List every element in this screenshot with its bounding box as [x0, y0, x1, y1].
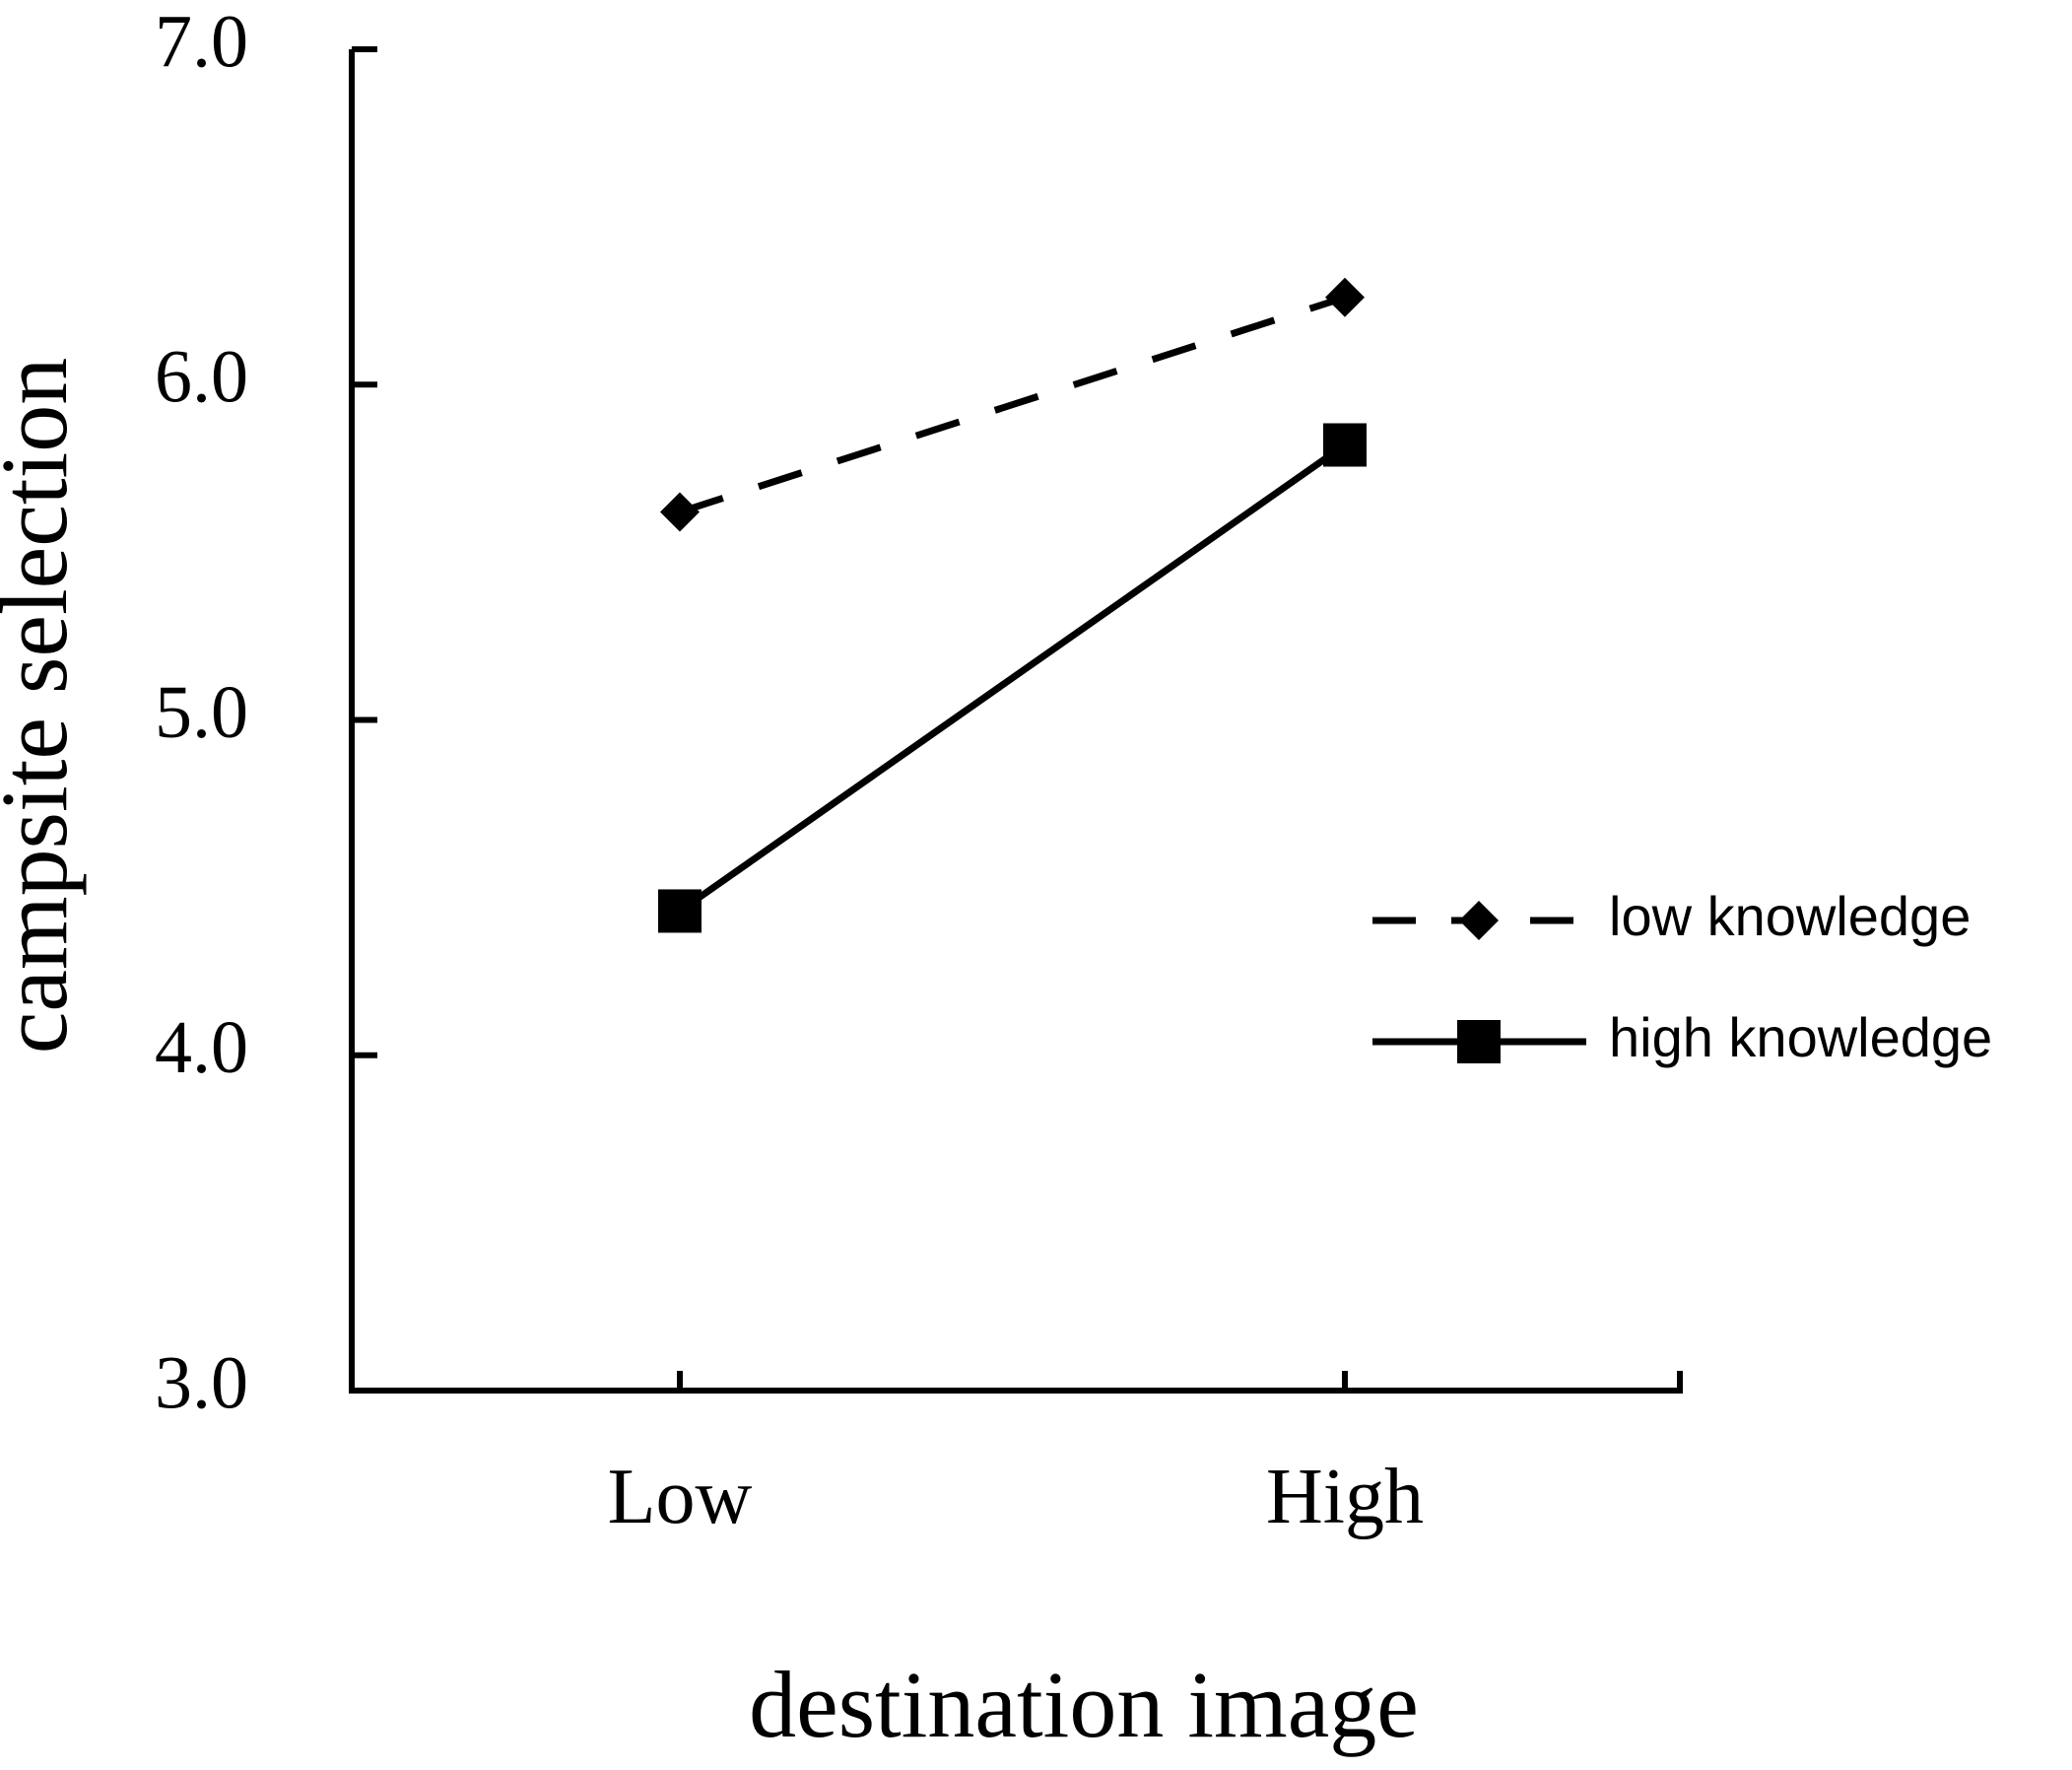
legend-marker-low-knowledge [1459, 901, 1499, 940]
y-tick-label: 6.0 [155, 336, 248, 419]
series-group [658, 277, 1367, 933]
data-point-high-knowledge [658, 889, 702, 933]
legend-label-low-knowledge: low knowledge [1609, 885, 1971, 947]
y-axis-title: campsite selection [0, 358, 87, 1054]
y-ticks: 3.0 4.0 5.0 6.0 7.0 [155, 0, 377, 1424]
axes [349, 49, 1683, 1394]
legend-marker-high-knowledge [1457, 1020, 1501, 1063]
y-tick-label: 3.0 [155, 1341, 248, 1424]
series-line-high-knowledge [677, 442, 1348, 915]
data-point-high-knowledge [1323, 423, 1367, 467]
legend-label-high-knowledge: high knowledge [1609, 1006, 1992, 1068]
x-tick-label: High [1266, 1454, 1424, 1540]
series-line-low-knowledge [678, 294, 1347, 515]
x-tick-label: Low [608, 1454, 753, 1540]
legend: low knowledge high knowledge [1372, 885, 1992, 1068]
data-point-low-knowledge [1325, 277, 1365, 317]
y-tick-label: 4.0 [155, 1006, 248, 1089]
y-tick-label: 7.0 [155, 0, 248, 83]
x-ticks: Low High [608, 1371, 1424, 1540]
x-axis-title: destination image [749, 1652, 1419, 1757]
y-tick-label: 5.0 [155, 671, 248, 754]
data-point-low-knowledge [660, 492, 700, 532]
